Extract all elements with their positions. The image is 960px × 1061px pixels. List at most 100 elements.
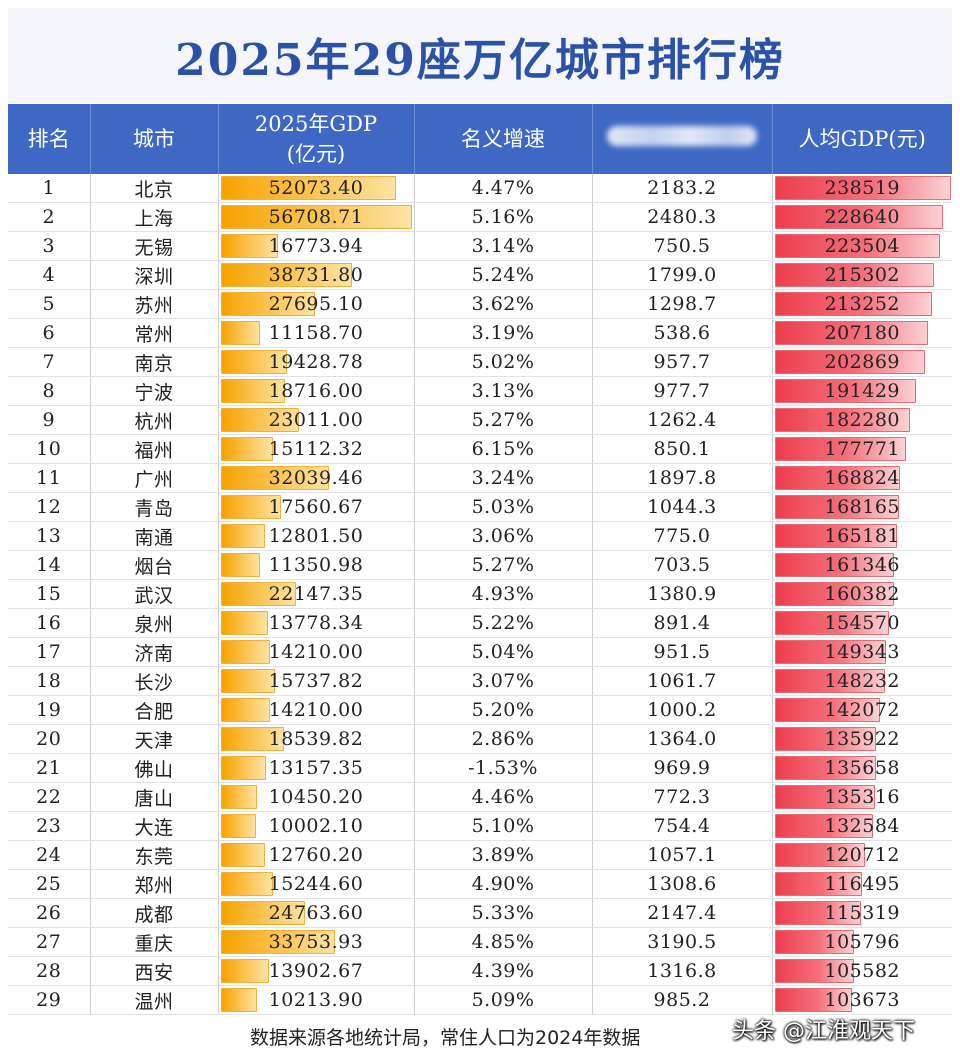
table-row: 26 成都 24763.60 5.33% 2147.4 115319 <box>8 898 952 928</box>
gdp-cell: 19428.78 <box>218 347 415 377</box>
per-capita-bar <box>774 437 907 461</box>
city-cell: 青岛 <box>90 492 219 522</box>
table-row: 3 无锡 16773.94 3.14% 750.5 223504 <box>8 231 952 261</box>
per-capita-bar <box>774 263 934 287</box>
gdp-cell: 13902.67 <box>218 956 415 986</box>
per-capita-cell-value: 161346 <box>824 554 901 576</box>
per-capita-cell: 116495 <box>772 869 952 899</box>
obscured-cell: 969.9 <box>592 753 773 783</box>
growth-cell: 5.27% <box>414 550 593 580</box>
table-row: 14 烟台 11350.98 5.27% 703.5 161346 <box>8 550 952 580</box>
header-rank: 排名 <box>8 104 91 174</box>
gdp-cell-value: 12801.50 <box>268 525 364 547</box>
per-capita-cell-value: 177771 <box>824 438 901 460</box>
table-row: 4 深圳 38731.80 5.24% 1799.0 215302 <box>8 260 952 290</box>
obscured-cell: 1799.0 <box>592 260 773 290</box>
gdp-cell-value: 11350.98 <box>268 554 364 576</box>
per-capita-cell-value: 202869 <box>824 351 901 373</box>
gdp-cell: 38731.80 <box>218 260 415 290</box>
obscured-cell: 1897.8 <box>592 463 773 493</box>
gdp-cell: 11158.70 <box>218 318 415 348</box>
table-row: 7 南京 19428.78 5.02% 957.7 202869 <box>8 347 952 377</box>
header-gdp-line2: (亿元) <box>286 142 346 166</box>
gdp-cell: 56708.71 <box>218 202 415 232</box>
gdp-cell-value: 52073.40 <box>268 177 364 199</box>
growth-cell: 3.24% <box>414 463 593 493</box>
page-title: 2025年29座万亿城市排行榜 <box>175 34 785 86</box>
per-capita-cell: 115319 <box>772 898 952 928</box>
growth-cell: -1.53% <box>414 753 593 783</box>
per-capita-cell-value: 115319 <box>824 902 901 924</box>
table-row: 1 北京 52073.40 4.47% 2183.2 238519 <box>8 174 952 203</box>
gdp-bar <box>220 640 270 664</box>
gdp-cell-value: 16773.94 <box>268 235 364 257</box>
obscured-cell: 957.7 <box>592 347 773 377</box>
per-capita-cell: 228640 <box>772 202 952 232</box>
obscured-cell: 750.5 <box>592 231 773 261</box>
gdp-bar <box>220 437 273 461</box>
growth-cell: 5.27% <box>414 405 593 435</box>
gdp-cell-value: 19428.78 <box>268 351 364 373</box>
gdp-bar <box>220 263 352 287</box>
gdp-cell-value: 24763.60 <box>268 902 364 924</box>
gdp-cell: 12801.50 <box>218 521 415 551</box>
table-row: 10 福州 15112.32 6.15% 850.1 177771 <box>8 434 952 464</box>
gdp-cell: 10002.10 <box>218 811 415 841</box>
gdp-cell-value: 17560.67 <box>268 496 364 518</box>
gdp-cell: 33753.93 <box>218 927 415 957</box>
per-capita-bar <box>774 959 854 983</box>
per-capita-cell-value: 105796 <box>824 931 901 953</box>
per-capita-cell: 215302 <box>772 260 952 290</box>
per-capita-cell-value: 228640 <box>824 206 901 228</box>
growth-cell: 5.04% <box>414 637 593 667</box>
table-row: 2 上海 56708.71 5.16% 2480.3 228640 <box>8 202 952 232</box>
gdp-bar <box>220 727 285 751</box>
gdp-bar <box>220 176 397 200</box>
per-capita-cell-value: 165181 <box>824 525 901 547</box>
table-row: 5 苏州 27695.10 3.62% 1298.7 213252 <box>8 289 952 319</box>
obscured-cell: 977.7 <box>592 376 773 406</box>
gdp-cell-value: 15244.60 <box>268 873 364 895</box>
obscured-cell: 1316.8 <box>592 956 773 986</box>
growth-cell: 5.20% <box>414 695 593 725</box>
rank-cell: 17 <box>8 637 91 667</box>
table-row: 12 青岛 17560.67 5.03% 1044.3 168165 <box>8 492 952 522</box>
rank-cell: 15 <box>8 579 91 609</box>
rank-cell: 20 <box>8 724 91 754</box>
city-cell: 深圳 <box>90 260 219 290</box>
growth-cell: 2.86% <box>414 724 593 754</box>
rank-cell: 26 <box>8 898 91 928</box>
per-capita-bar <box>774 524 898 548</box>
city-cell: 重庆 <box>90 927 219 957</box>
gdp-cell: 32039.46 <box>218 463 415 493</box>
growth-cell: 3.19% <box>414 318 593 348</box>
table-row: 11 广州 32039.46 3.24% 1897.8 168824 <box>8 463 952 493</box>
city-cell: 天津 <box>90 724 219 754</box>
growth-cell: 4.90% <box>414 869 593 899</box>
city-cell: 成都 <box>90 898 219 928</box>
city-cell: 温州 <box>90 985 219 1015</box>
table-row: 20 天津 18539.82 2.86% 1364.0 135922 <box>8 724 952 754</box>
gdp-cell-value: 12760.20 <box>268 844 364 866</box>
table-row: 28 西安 13902.67 4.39% 1316.8 105582 <box>8 956 952 986</box>
per-capita-cell-value: 213252 <box>824 293 901 315</box>
gdp-bar <box>220 524 266 548</box>
per-capita-cell: 168165 <box>772 492 952 522</box>
per-capita-cell-value: 238519 <box>824 177 901 199</box>
gdp-bar <box>220 321 260 345</box>
gdp-cell-value: 15112.32 <box>268 438 364 460</box>
gdp-cell: 13778.34 <box>218 608 415 638</box>
per-capita-cell: 103673 <box>772 985 952 1015</box>
table-row: 19 合肥 14210.00 5.20% 1000.2 142072 <box>8 695 952 725</box>
table-row: 29 温州 10213.90 5.09% 985.2 103673 <box>8 985 952 1015</box>
obscured-cell: 1364.0 <box>592 724 773 754</box>
obscured-cell: 754.4 <box>592 811 773 841</box>
per-capita-bar <box>774 901 861 925</box>
per-capita-bar <box>774 611 890 635</box>
per-capita-cell: 154570 <box>772 608 952 638</box>
per-capita-cell: 223504 <box>772 231 952 261</box>
obscured-cell: 2147.4 <box>592 898 773 928</box>
table-row: 21 佛山 13157.35 -1.53% 969.9 135658 <box>8 753 952 783</box>
per-capita-cell-value: 215302 <box>824 264 901 286</box>
rank-cell: 6 <box>8 318 91 348</box>
